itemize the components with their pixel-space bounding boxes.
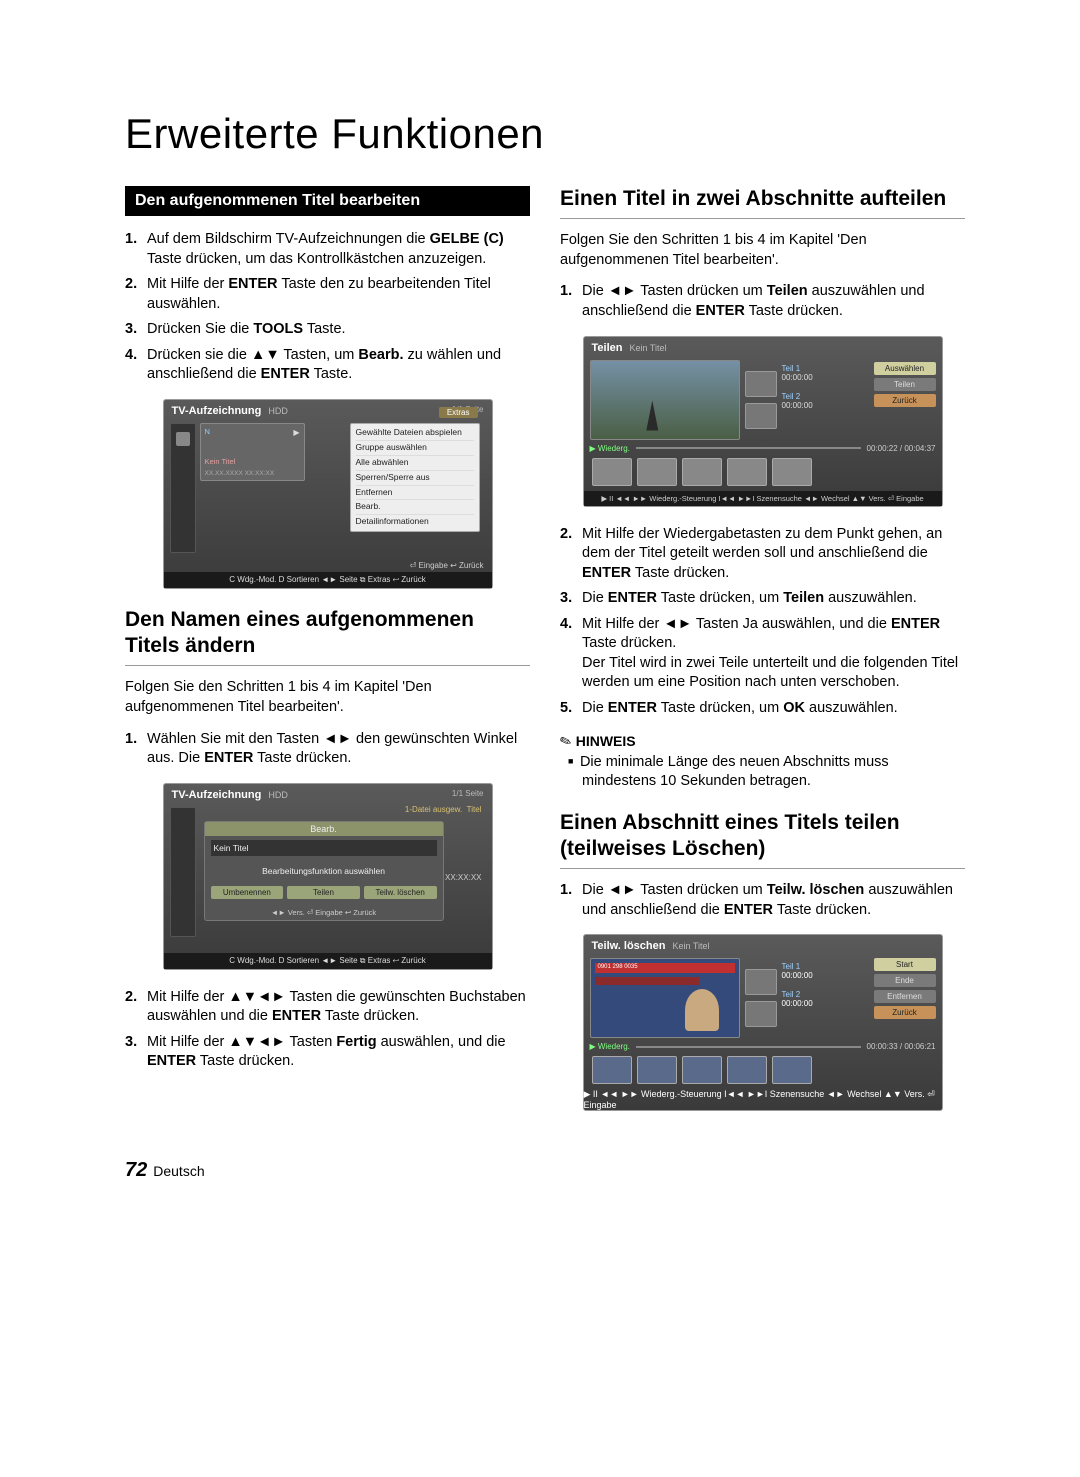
recording-thumb: N ▶ Kein Titel XX.XX.XXXX XX:XX:XX <box>200 423 305 481</box>
section-header-edit-title: Den aufgenommenen Titel bearbeiten <box>125 186 530 216</box>
hinweis-label: ✎HINWEIS <box>560 733 965 750</box>
note-icon: ✎ <box>557 731 574 751</box>
thumb-teil1 <box>745 371 777 397</box>
screenshot-bearb-dialog: TV-Aufzeichnung HDD 1/1 Seite 1-Datei au… <box>163 783 493 970</box>
rename-intro: Folgen Sie den Schritten 1 bis 4 im Kapi… <box>125 678 530 717</box>
screenshot-tv-aufzeichnung-extras: TV-Aufzeichnung HDD 1/1 Seite Extras N ▶… <box>163 399 493 589</box>
video-preview-news: 0901 298 0035 <box>590 958 740 1038</box>
edit-dialog: Bearb. Kein Titel Bearbeitungsfunktion a… <box>204 821 444 921</box>
page-number: 72 <box>125 1159 147 1181</box>
thumb-teil2 <box>745 403 777 429</box>
right-column: Einen Titel in zwei Abschnitte aufteilen… <box>560 186 965 1129</box>
subheading-rename: Den Namen eines aufgenommenen Titels änd… <box>125 607 530 660</box>
split-intro: Folgen Sie den Schritten 1 bis 4 im Kapi… <box>560 231 965 270</box>
steps-partial-delete: 1.Die ◄► Tasten drücken um Teilw. lösche… <box>560 881 965 920</box>
left-column: Den aufgenommenen Titel bearbeiten 1.Auf… <box>125 186 530 1129</box>
steps-rename-2: 2.Mit Hilfe der ▲▼◄► Tasten die gewünsch… <box>125 988 530 1072</box>
extras-label: Extras <box>439 407 478 418</box>
footer-hints: C Wdg.-Mod. D Sortieren ◄► Seite ⧉ Extra… <box>164 572 492 588</box>
steps-rename-1: 1.Wählen Sie mit den Tasten ◄► den gewün… <box>125 730 530 769</box>
subheading-partial-delete: Einen Abschnitt eines Titels teilen (tei… <box>560 810 965 863</box>
sidebar-icon <box>170 423 196 553</box>
steps-edit-title: 1.Auf dem Bildschirm TV-Aufzeichnungen d… <box>125 230 530 385</box>
video-preview <box>590 360 740 440</box>
extras-menu: Gewählte Dateien abspielen Gruppe auswäh… <box>350 423 480 532</box>
subheading-split: Einen Titel in zwei Abschnitte aufteilen <box>560 186 965 212</box>
steps-split-1: 1.Die ◄► Tasten drücken um Teilen auszuw… <box>560 282 965 321</box>
steps-split-2: 2.Mit Hilfe der Wiedergabetasten zu dem … <box>560 525 965 719</box>
page-footer: 72 Deutsch <box>125 1159 965 1182</box>
page-title: Erweiterte Funktionen <box>125 110 965 158</box>
page-lang: Deutsch <box>153 1163 204 1179</box>
screenshot-teilen: Teilen Kein Titel Teil 1 00:00:00 <box>583 336 943 507</box>
hinweis-list: Die minimale Länge des neuen Abschnitts … <box>560 753 965 792</box>
screenshot-teilw-loeschen: Teilw. löschen Kein Titel 0901 298 0035 <box>583 934 943 1111</box>
